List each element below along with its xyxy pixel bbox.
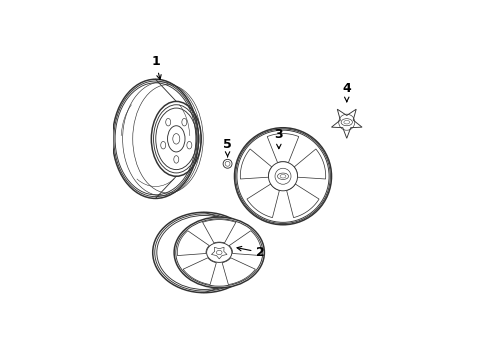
Text: 5: 5 [223, 138, 232, 157]
Text: 4: 4 [343, 82, 351, 102]
Polygon shape [202, 220, 236, 243]
Polygon shape [212, 247, 227, 259]
Polygon shape [287, 184, 319, 217]
Polygon shape [331, 109, 362, 138]
Ellipse shape [176, 219, 263, 286]
Ellipse shape [182, 118, 187, 126]
Polygon shape [294, 149, 326, 179]
Ellipse shape [166, 118, 171, 126]
Polygon shape [229, 231, 261, 256]
Text: 2: 2 [237, 246, 265, 259]
Polygon shape [177, 231, 209, 256]
Ellipse shape [187, 141, 192, 149]
Circle shape [223, 159, 232, 168]
Ellipse shape [207, 243, 232, 262]
Circle shape [275, 168, 291, 184]
Text: 1: 1 [151, 55, 161, 80]
Ellipse shape [173, 134, 180, 144]
Ellipse shape [161, 141, 166, 149]
Polygon shape [240, 149, 272, 179]
Text: 3: 3 [274, 128, 283, 149]
Polygon shape [247, 184, 279, 217]
Ellipse shape [168, 126, 185, 152]
Polygon shape [183, 258, 217, 285]
Circle shape [269, 162, 297, 191]
Polygon shape [222, 258, 255, 285]
Ellipse shape [174, 156, 179, 163]
Polygon shape [267, 134, 299, 163]
Ellipse shape [174, 217, 265, 288]
